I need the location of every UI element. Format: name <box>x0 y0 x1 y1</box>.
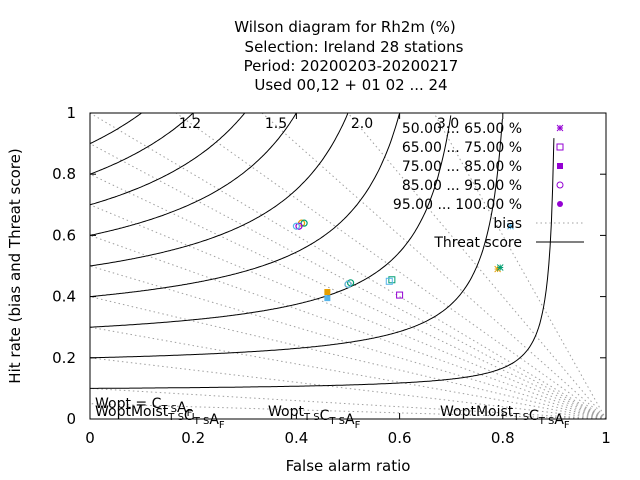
y-tick-label: 0.8 <box>52 165 76 183</box>
score-label: WoptT SCT SAF <box>268 404 361 431</box>
y-tick-label: 0.4 <box>52 288 76 306</box>
bias-ray <box>89 143 607 420</box>
threat-score-curve <box>89 115 452 328</box>
data-point <box>344 280 352 288</box>
data-point <box>507 222 514 230</box>
bias-ray <box>175 112 607 420</box>
star-stroke <box>556 124 564 132</box>
bias-ray <box>89 403 607 420</box>
score-label: WoptMoistT SCT SAF <box>95 404 225 431</box>
bias-ray <box>89 173 607 420</box>
chart-title: Wilson diagram for Rh2m (%) Selection: I… <box>234 18 463 94</box>
bias-ray <box>347 112 607 420</box>
x-tick-label: 0.2 <box>181 429 205 447</box>
title-line-2: Selection: Ireland 28 stations <box>245 38 464 56</box>
legend-label: bias <box>493 216 522 232</box>
legend-marker <box>556 124 564 132</box>
data-point <box>324 295 331 302</box>
axis-ticks: 00 0.2 0.2 0.4 0.4 0.6 0.6 0.8 0.8 1 1 <box>52 104 611 447</box>
threat-score-curve <box>89 112 194 175</box>
star-stroke <box>507 222 514 230</box>
data-point <box>496 264 504 271</box>
bias-ray <box>89 112 607 420</box>
threat-score-curve <box>90 118 503 359</box>
legend-marker <box>556 181 564 189</box>
y-tick-label: 0.6 <box>52 226 76 244</box>
bias-label: 2.0 <box>351 116 373 132</box>
legend-label: 75.00 ... 85.00 % <box>402 159 522 175</box>
data-point <box>300 219 308 227</box>
data-point <box>324 289 331 296</box>
y-tick-label: 1 <box>66 104 76 122</box>
bias-ray <box>89 204 607 420</box>
star-stroke <box>496 264 504 271</box>
plot-frame <box>89 112 607 420</box>
bias-labels: 1.2 1.5 2.0 3.0 <box>179 116 459 132</box>
x-tick-label: 0.6 <box>388 429 412 447</box>
x-axis-label: False alarm ratio <box>286 457 411 475</box>
score-label: Wopt = CT SAF <box>95 396 193 419</box>
legend-label: 95.00 ... 100.00 % <box>393 197 522 213</box>
legend-marker <box>557 163 563 169</box>
bias-label: 1.5 <box>265 116 287 132</box>
title-line-3: Period: 20200203-20200217 <box>244 57 459 75</box>
threat-score-curve <box>89 113 400 298</box>
bias-ray <box>89 296 607 420</box>
threat-score-curve <box>89 112 245 206</box>
data-point <box>295 222 303 230</box>
y-axis-label: Hit rate (bias and Threat score) <box>6 148 24 383</box>
data-point <box>385 277 393 285</box>
x-tick-label: 1 <box>601 429 611 447</box>
data-points <box>292 219 514 302</box>
data-point <box>396 291 404 299</box>
legend-marker <box>557 201 563 207</box>
threat-score-curves <box>89 112 555 389</box>
y-tick-label: 0.2 <box>52 349 76 367</box>
y-tick-label: 0 <box>66 410 76 428</box>
threat-score-curve <box>89 113 297 236</box>
threat-score-curve <box>89 113 349 267</box>
bias-label: 3.0 <box>437 116 459 132</box>
legend-marker <box>556 143 564 151</box>
bias-ray <box>89 387 607 420</box>
data-point <box>292 222 300 230</box>
x-tick-label: 0 <box>85 429 95 447</box>
x-tick-label: 0.4 <box>284 429 308 447</box>
threat-score-curve <box>90 138 555 389</box>
x-tick-label: 0.8 <box>491 429 515 447</box>
bias-ray <box>89 326 607 420</box>
legend: 50.00 ... 65.00 % 65.00 ... 75.00 % 75.00 … <box>393 121 584 251</box>
bias-rays <box>89 112 607 420</box>
legend-label: 50.00 ... 65.00 % <box>402 121 522 137</box>
title-line-1: Wilson diagram for Rh2m (%) <box>234 18 455 36</box>
bias-ray <box>433 112 607 420</box>
title-line-4: Used 00,12 + 01 02 ... 24 <box>254 76 447 94</box>
legend-label: Threat score <box>433 235 522 251</box>
threat-score-curve <box>89 112 142 145</box>
legend-label: 85.00 ... 95.00 % <box>402 178 522 194</box>
bias-ray <box>89 357 607 420</box>
legend-label: 65.00 ... 75.00 % <box>402 140 522 156</box>
bias-label: 1.2 <box>179 116 201 132</box>
bias-ray <box>89 234 607 420</box>
score-label: WoptMoistT SCT SAF <box>440 404 570 431</box>
